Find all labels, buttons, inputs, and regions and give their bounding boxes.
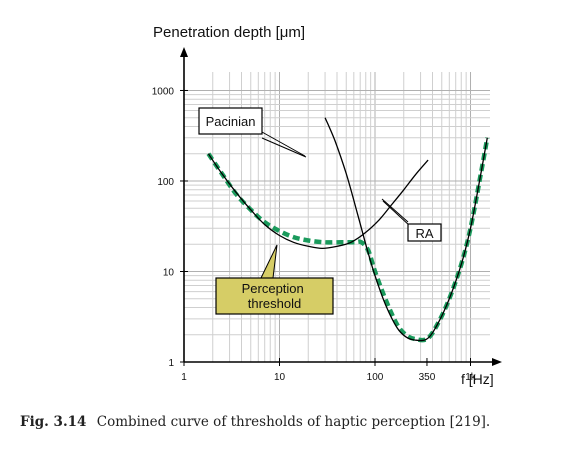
pacinian-label: Pacinian [206, 114, 256, 129]
axes: 1 10 100 350 1k 1 10 100 1000 [152, 47, 502, 383]
series-layer [206, 117, 490, 343]
y-axis-arrow [180, 47, 188, 57]
y-tick-label: 10 [163, 267, 175, 278]
x-axis-title: f [Hz] [461, 371, 494, 387]
caption-text: Combined curve of thresholds of haptic p… [96, 414, 491, 430]
y-axis-title: Penetration depth [μm] [153, 24, 305, 41]
caption-label: Fig. 3.14 [20, 414, 87, 430]
series-perception-threshold [206, 137, 490, 343]
y-tick-label: 100 [157, 177, 174, 188]
ra-label: RA [415, 226, 433, 241]
x-tick-label: 1 [181, 372, 187, 383]
x-axis-arrow [492, 358, 502, 366]
perception-threshold-annotation: Perception threshold [215, 244, 334, 315]
series-pacinian [324, 117, 488, 342]
perception-threshold-label: Perception threshold [242, 281, 308, 311]
x-tick-label: 1k [465, 372, 477, 383]
x-tick-label: 100 [367, 372, 384, 383]
x-tick-label: 350 [419, 372, 436, 383]
x-tick-label: 10 [274, 372, 286, 383]
y-tick-label: 1000 [152, 86, 175, 97]
y-tick-label: 1 [168, 358, 174, 369]
series-ra [207, 153, 429, 250]
ra-annotation: RA [381, 198, 442, 242]
pacinian-annotation: Pacinian [198, 107, 307, 158]
figure-caption: Fig. 3.14 Combined curve of thresholds o… [20, 414, 570, 430]
